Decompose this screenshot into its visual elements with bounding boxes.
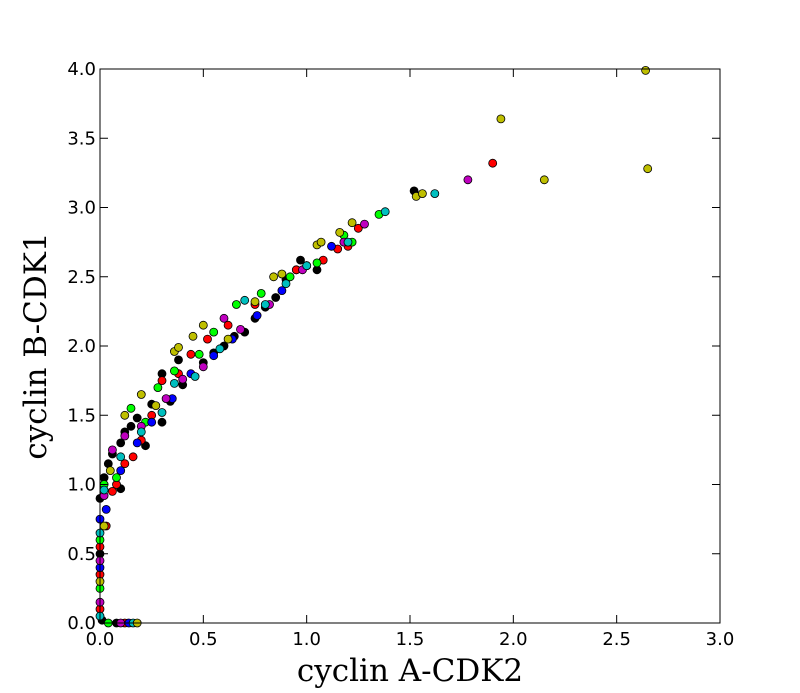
data-point-s5-2 (99, 485, 109, 495)
data-point-s6-8 (188, 331, 198, 341)
y-tick-label: 4.0 (67, 59, 96, 80)
data-point-s1-7 (128, 452, 138, 462)
data-point-s5-9 (240, 295, 250, 305)
data-point-s2-4 (126, 403, 136, 413)
data-point-s4-8 (198, 362, 208, 372)
data-point-s3-8 (209, 351, 219, 361)
y-tick-label: 3.5 (67, 128, 96, 149)
data-point-s5-12 (302, 261, 312, 271)
y-tick-label: 2.5 (67, 267, 96, 288)
data-point-s3-5 (147, 417, 157, 427)
data-point-s5-11 (281, 279, 291, 289)
data-point-s0-28 (296, 255, 305, 265)
plot-area-frame (99, 68, 721, 624)
data-point-s4-7 (178, 374, 188, 384)
data-point-s5-4 (136, 427, 146, 437)
x-tick-label: 2.5 (602, 629, 631, 650)
data-point-s1-12 (186, 349, 196, 359)
x-tick-label: 1.5 (396, 629, 425, 650)
data-point-s2-12 (285, 272, 295, 282)
data-point-s4-3 (108, 445, 117, 455)
data-point-s6-20 (496, 114, 506, 124)
data-point-s4-15 (463, 175, 473, 185)
data-point-s6-9 (198, 320, 208, 330)
data-point-s0-6 (116, 438, 126, 448)
data-point-s6-21 (539, 175, 549, 185)
data-point-s5-7 (190, 372, 200, 381)
data-point-s6-19 (417, 189, 427, 199)
data-point-s6-3 (120, 410, 130, 420)
data-point-s3-4 (132, 438, 142, 448)
data-point-s0-13 (157, 417, 167, 427)
data-point-s1-10 (157, 376, 167, 386)
data-point-s3-10 (252, 311, 262, 320)
data-point-s2-8 (194, 349, 204, 359)
data-point-s4-14 (360, 219, 369, 229)
data-point-s4-9 (219, 313, 229, 323)
x-tick-label: 3.0 (706, 629, 735, 650)
data-point-s2-7 (169, 366, 179, 376)
data-point-s6-12 (269, 272, 279, 282)
data-point-s5-13 (343, 237, 353, 247)
data-point-s5-3 (116, 452, 126, 462)
data-point-s0-16 (174, 355, 183, 365)
data-point-s2-3 (112, 473, 121, 483)
data-point-s6-10 (223, 334, 233, 344)
data-point-s0-10 (132, 413, 142, 423)
data-point-s3-11 (277, 286, 287, 296)
data-point-s5-6 (169, 378, 179, 388)
data-point-s1-20 (353, 223, 363, 233)
data-point-s6-22 (641, 66, 650, 75)
data-point-s6-5 (151, 401, 161, 411)
data-point-s5-15 (430, 189, 440, 199)
data-point-s5-10 (260, 300, 270, 309)
data-point-s4-10 (236, 324, 245, 334)
data-point-s3-3 (116, 466, 126, 476)
data-point-s5-8 (215, 344, 225, 354)
data-point-s5-5 (157, 408, 167, 417)
x-tick-label: 0.0 (86, 629, 115, 650)
data-point-s2-13 (312, 258, 322, 268)
data-point-s6-15 (316, 237, 326, 247)
data-point-s2-11 (256, 288, 266, 298)
y-tick-label: 3.0 (67, 198, 96, 219)
data-point-s1-6 (120, 459, 130, 469)
data-point-s6-1 (99, 521, 109, 531)
data-point-s0-25 (271, 293, 281, 302)
data-points (95, 66, 653, 628)
data-point-s3-13 (327, 241, 336, 251)
y-tick-label: 0.0 (67, 613, 96, 634)
y-tick-label: 2.0 (67, 336, 96, 357)
x-axis-label: cyclin A-CDK2 (297, 653, 523, 689)
data-point-s4-6 (161, 394, 171, 404)
axis-ticks: 0.0 0.5 1.0 1.5 2.0 2.5 3.0 0.0 0.5 1.0 1.5 2.0 2.5 3… (67, 59, 734, 650)
data-point-s2-9 (209, 327, 219, 337)
data-point-s1-21 (488, 158, 498, 168)
data-point-s1-14 (223, 320, 233, 330)
data-point-s6-7 (174, 342, 183, 352)
data-point-s6-23 (643, 164, 653, 174)
data-point-s4-4 (120, 431, 130, 441)
data-point-s0-9 (126, 421, 136, 431)
y-tick-label: 0.5 (67, 544, 96, 565)
data-point-s2-10 (231, 300, 241, 309)
data-point-s1-4 (108, 486, 117, 496)
x-tick-label: 0.5 (189, 629, 218, 650)
data-point-s2-6 (153, 383, 163, 393)
x-tick-label: 1.0 (292, 629, 321, 650)
data-point-s6-16 (335, 227, 345, 237)
data-point-s5-14 (380, 207, 390, 217)
data-point-s6-17 (347, 218, 357, 228)
data-point-s6-11 (250, 297, 260, 307)
x-tick-label: 2.0 (499, 629, 528, 650)
data-point-s6-13 (277, 269, 287, 279)
data-point-s6-4 (136, 390, 146, 399)
data-point-s3-2 (101, 504, 111, 514)
y-axis-label: cyclin B-CDK1 (18, 232, 54, 459)
data-point-s6-2 (105, 466, 115, 476)
y-tick-label: 1.5 (67, 405, 96, 426)
data-point-s1-13 (203, 334, 212, 344)
y-tick-label: 1.0 (67, 475, 96, 496)
